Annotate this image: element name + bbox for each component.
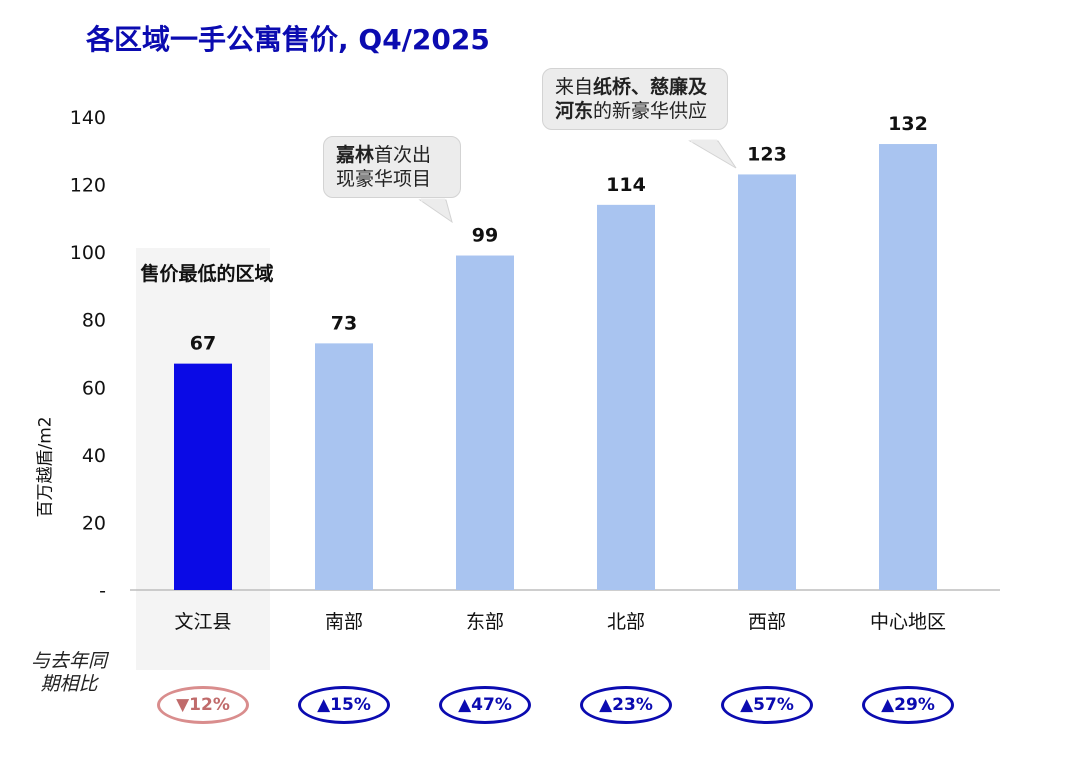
y-axis-label: 百万越盾/m2 [35, 416, 56, 518]
x-tick-label: 西部 [748, 611, 786, 633]
yoy-row-label: 与去年同期相比 [30, 650, 107, 695]
yoy-badge: ▼12% [157, 686, 249, 724]
lowest-region-annotation: 售价最低的区域 [140, 263, 274, 285]
callout-east-text: 首次出现豪华项目 [336, 144, 432, 190]
bar-value-label: 99 [472, 225, 498, 247]
yoy-badge: ▲29% [862, 686, 954, 724]
bar-value-label: 123 [747, 143, 787, 165]
value-labels: 67 73 99 114 123 132 [190, 113, 928, 355]
callout-west-bold: 纸桥、慈廉及河东 [555, 76, 708, 122]
bar-value-label: 114 [606, 174, 646, 196]
yoy-badge: ▲57% [721, 686, 813, 724]
callout-west-text: 的新豪华供应 [593, 100, 708, 122]
bar [597, 204, 655, 591]
y-tick-label: 60 [82, 377, 106, 399]
y-tick-label: 40 [82, 445, 106, 467]
x-tick-label: 北部 [607, 611, 645, 633]
yoy-badge: ▲47% [439, 686, 531, 724]
callout-west: 来自纸桥、慈廉及河东的新豪华供应 [542, 68, 728, 130]
callout-east: 嘉林首次出现豪华项目 [323, 136, 461, 198]
yoy-badge: ▲23% [580, 686, 672, 724]
x-tick-label: 文江县 [174, 611, 231, 633]
bar [174, 363, 232, 590]
y-tick-label: 20 [82, 512, 106, 534]
bar-value-label: 132 [888, 113, 928, 135]
bar [456, 255, 514, 590]
y-tick-label: 140 [70, 107, 106, 129]
chart-title: 各区域一手公寓售价, Q4/2025 [86, 23, 490, 56]
x-axis-ticks: 文江县 南部 东部 北部 西部 中心地区 [174, 611, 946, 633]
y-tick-label: 120 [70, 175, 106, 197]
x-tick-label: 中心地区 [870, 611, 946, 633]
bars [174, 144, 937, 591]
y-axis-ticks: - 20 40 60 80 100 120 140 [70, 107, 106, 602]
callout-east-bold: 嘉林 [336, 144, 375, 166]
bar [315, 343, 373, 590]
bar-value-label: 73 [331, 312, 357, 334]
y-tick-label: 80 [82, 310, 106, 332]
callout-west-pre: 来自 [555, 76, 594, 98]
y-tick-label: - [99, 580, 106, 602]
yoy-badge: ▲15% [298, 686, 390, 724]
bar [879, 144, 937, 590]
x-tick-label: 东部 [466, 611, 504, 633]
y-tick-label: 100 [70, 242, 106, 264]
bar [738, 174, 796, 590]
bar-value-label: 67 [190, 333, 216, 355]
x-tick-label: 南部 [325, 611, 363, 633]
